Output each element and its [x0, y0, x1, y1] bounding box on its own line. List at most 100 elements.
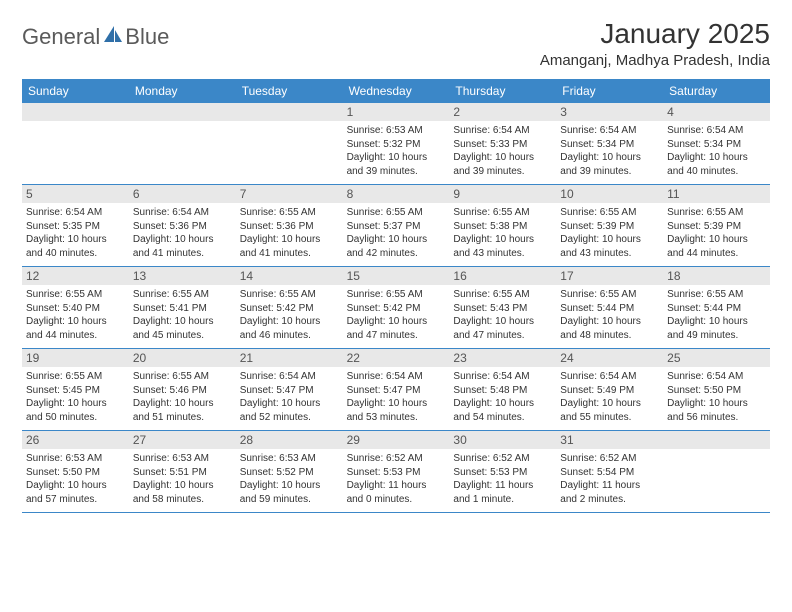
sunrise-line: Sunrise: 6:55 AM [26, 370, 125, 384]
day-number: 8 [343, 185, 450, 203]
week-row: 12Sunrise: 6:55 AMSunset: 5:40 PMDayligh… [22, 267, 770, 349]
day-cell: 16Sunrise: 6:55 AMSunset: 5:43 PMDayligh… [449, 267, 556, 348]
week-row: 5Sunrise: 6:54 AMSunset: 5:35 PMDaylight… [22, 185, 770, 267]
logo-text-1: General [22, 24, 100, 50]
day-number: 11 [663, 185, 770, 203]
sunset-line: Sunset: 5:50 PM [26, 466, 125, 480]
sunrise-line: Sunrise: 6:55 AM [26, 288, 125, 302]
daylight-line: Daylight: 10 hours and 39 minutes. [453, 151, 552, 178]
daylight-line: Daylight: 10 hours and 54 minutes. [453, 397, 552, 424]
daylight-line: Daylight: 10 hours and 57 minutes. [26, 479, 125, 506]
day-number: 29 [343, 431, 450, 449]
sunrise-line: Sunrise: 6:54 AM [560, 124, 659, 138]
daylight-line: Daylight: 10 hours and 45 minutes. [133, 315, 232, 342]
sunrise-line: Sunrise: 6:54 AM [240, 370, 339, 384]
day-number: 13 [129, 267, 236, 285]
sunset-line: Sunset: 5:44 PM [560, 302, 659, 316]
daylight-line: Daylight: 10 hours and 44 minutes. [26, 315, 125, 342]
daylight-line: Daylight: 10 hours and 47 minutes. [347, 315, 446, 342]
sunset-line: Sunset: 5:34 PM [560, 138, 659, 152]
day-number: 27 [129, 431, 236, 449]
sunrise-line: Sunrise: 6:52 AM [560, 452, 659, 466]
daylight-line: Daylight: 10 hours and 42 minutes. [347, 233, 446, 260]
day-cell: 17 Sunrise: 6:55 AMSunset: 5:44 PMDayligh… [556, 267, 663, 348]
day-number: 20 [129, 349, 236, 367]
day-cell: 8Sunrise: 6:55 AMSunset: 5:37 PMDaylight… [343, 185, 450, 266]
day-cell: 12 Sunrise: 6:55 AMSunset: 5:40 PMDayligh… [22, 267, 129, 348]
sunset-line: Sunset: 5:32 PM [347, 138, 446, 152]
sunset-line: Sunset: 5:37 PM [347, 220, 446, 234]
logo: General Blue [22, 24, 169, 50]
day-cell: 5Sunrise: 6:54 AMSunset: 5:35 PMDaylight… [22, 185, 129, 266]
sunrise-line: Sunrise: 6:54 AM [347, 370, 446, 384]
day-number: 7 [236, 185, 343, 203]
day-cell: 15Sunrise: 6:55 AMSunset: 5:42 PMDayligh… [343, 267, 450, 348]
sunrise-line: Sunrise: 6:55 AM [560, 206, 659, 220]
sunset-line: Sunset: 5:46 PM [133, 384, 232, 398]
day-cell: 28Sunrise: 6:53 AMSunset: 5:52 PMDayligh… [236, 431, 343, 512]
sunset-line: Sunset: 5:40 PM [26, 302, 125, 316]
sunrise-line: Sunrise: 6:53 AM [240, 452, 339, 466]
sunset-line: Sunset: 5:36 PM [240, 220, 339, 234]
day-cell [663, 431, 770, 512]
day-number: 31 [556, 431, 663, 449]
sunrise-line: Sunrise: 6:55 AM [560, 288, 659, 302]
page-header: General Blue January 2025 Amanganj, Madh… [22, 18, 770, 69]
day-cell [22, 103, 129, 184]
day-cell: 30Sunrise: 6:52 AMSunset: 5:53 PMDayligh… [449, 431, 556, 512]
sunset-line: Sunset: 5:50 PM [667, 384, 766, 398]
day-number: 23 [449, 349, 556, 367]
day-header: Monday [129, 79, 236, 103]
daylight-line: Daylight: 10 hours and 58 minutes. [133, 479, 232, 506]
day-cell [236, 103, 343, 184]
day-cell: 14Sunrise: 6:55 AMSunset: 5:42 PMDayligh… [236, 267, 343, 348]
sunset-line: Sunset: 5:53 PM [453, 466, 552, 480]
sunset-line: Sunset: 5:47 PM [240, 384, 339, 398]
sunrise-line: Sunrise: 6:53 AM [133, 452, 232, 466]
day-cell: 24Sunrise: 6:54 AMSunset: 5:49 PMDayligh… [556, 349, 663, 430]
sunrise-line: Sunrise: 6:54 AM [133, 206, 232, 220]
day-cell: 2 Sunrise: 6:54 AMSunset: 5:33 PMDaylight… [449, 103, 556, 184]
sunset-line: Sunset: 5:33 PM [453, 138, 552, 152]
sunrise-line: Sunrise: 6:55 AM [347, 288, 446, 302]
daylight-line: Daylight: 10 hours and 50 minutes. [26, 397, 125, 424]
weeks-container: 1Sunrise: 6:53 AMSunset: 5:32 PMDaylight… [22, 103, 770, 513]
sunset-line: Sunset: 5:44 PM [667, 302, 766, 316]
daylight-line: Daylight: 10 hours and 53 minutes. [347, 397, 446, 424]
day-cell: 10Sunrise: 6:55 AMSunset: 5:39 PMDayligh… [556, 185, 663, 266]
day-number: 15 [343, 267, 450, 285]
sunrise-line: Sunrise: 6:53 AM [347, 124, 446, 138]
day-number: 16 [449, 267, 556, 285]
sunset-line: Sunset: 5:52 PM [240, 466, 339, 480]
day-header: Friday [556, 79, 663, 103]
daylight-line: Daylight: 10 hours and 59 minutes. [240, 479, 339, 506]
day-number: 2 [449, 103, 556, 121]
sunrise-line: Sunrise: 6:55 AM [240, 206, 339, 220]
daylight-line: Daylight: 10 hours and 40 minutes. [667, 151, 766, 178]
day-number: 21 [236, 349, 343, 367]
day-cell: 11Sunrise: 6:55 AMSunset: 5:39 PMDayligh… [663, 185, 770, 266]
day-number: 14 [236, 267, 343, 285]
daylight-line: Daylight: 10 hours and 48 minutes. [560, 315, 659, 342]
day-cell: 20Sunrise: 6:55 AMSunset: 5:46 PMDayligh… [129, 349, 236, 430]
sunrise-line: Sunrise: 6:54 AM [26, 206, 125, 220]
sunset-line: Sunset: 5:35 PM [26, 220, 125, 234]
day-number: 17 [556, 267, 663, 285]
sunset-line: Sunset: 5:39 PM [667, 220, 766, 234]
day-cell: 6Sunrise: 6:54 AMSunset: 5:36 PMDaylight… [129, 185, 236, 266]
day-number: 12 [22, 267, 129, 285]
calendar-page: General Blue January 2025 Amanganj, Madh… [0, 0, 792, 513]
sunset-line: Sunset: 5:34 PM [667, 138, 766, 152]
daylight-line: Daylight: 10 hours and 55 minutes. [560, 397, 659, 424]
day-number: 19 [22, 349, 129, 367]
day-header: Thursday [449, 79, 556, 103]
sunset-line: Sunset: 5:51 PM [133, 466, 232, 480]
day-cell: 23Sunrise: 6:54 AMSunset: 5:48 PMDayligh… [449, 349, 556, 430]
day-cell: 9Sunrise: 6:55 AMSunset: 5:38 PMDaylight… [449, 185, 556, 266]
sunrise-line: Sunrise: 6:54 AM [453, 124, 552, 138]
day-cell: 13Sunrise: 6:55 AMSunset: 5:41 PMDayligh… [129, 267, 236, 348]
sunrise-line: Sunrise: 6:55 AM [667, 288, 766, 302]
day-number: 5 [22, 185, 129, 203]
daylight-line: Daylight: 11 hours and 0 minutes. [347, 479, 446, 506]
location-text: Amanganj, Madhya Pradesh, India [540, 52, 770, 69]
